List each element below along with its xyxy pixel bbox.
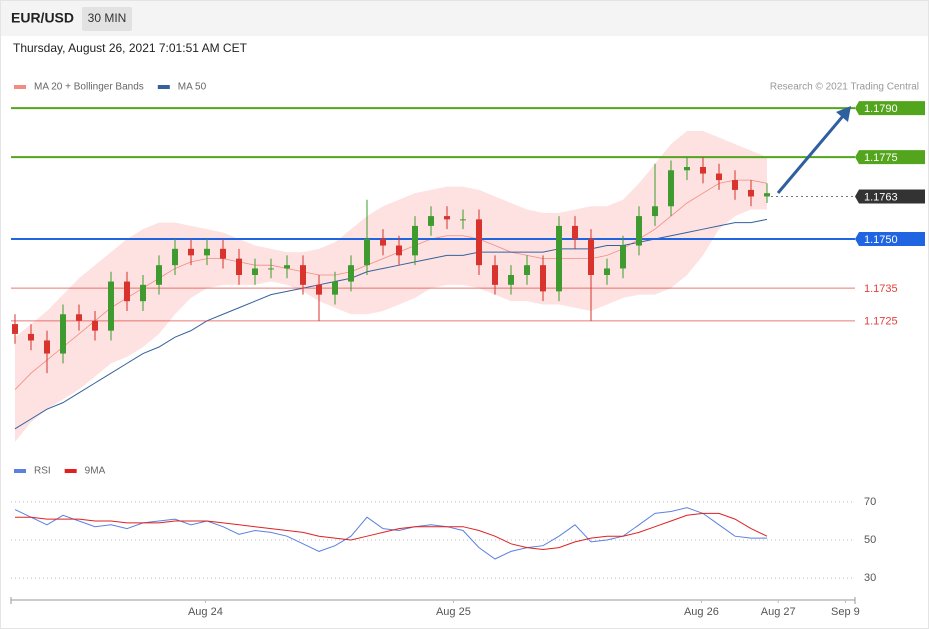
level-badge <box>855 150 925 165</box>
target-arrow <box>776 115 845 194</box>
candle-body <box>316 284 322 295</box>
price-panel: MA 20 + Bollinger Bands MA 50 1.1790 1.1775… <box>11 82 925 442</box>
timeframe-badge[interactable] <box>82 7 132 31</box>
level-label: 1.1790 <box>864 103 898 115</box>
legend-label: MA 50 <box>178 82 207 93</box>
y-tick-label: 30 <box>864 572 876 584</box>
x-tick-label: Aug 24 <box>188 606 223 618</box>
candle-body <box>12 324 18 334</box>
candle-body <box>268 268 274 270</box>
candle-body <box>460 219 466 221</box>
candle-body <box>44 340 50 354</box>
candle-body <box>732 180 738 190</box>
candle-body <box>124 281 130 302</box>
candle-body <box>396 245 402 256</box>
candle-body <box>204 248 210 256</box>
rsi-panel: RSI 9MA 30 50 70 Aug 24 Aug 25 Aug 26 Aug 27 Sep … <box>10 466 876 618</box>
timeframe[interactable]: 30 MIN <box>88 11 127 25</box>
candle-body <box>604 268 610 275</box>
x-tick-label: Aug 27 <box>761 606 796 618</box>
candle-body <box>572 225 578 239</box>
candle-body <box>92 320 98 331</box>
candle-body <box>492 265 498 285</box>
legend-swatch <box>64 469 77 473</box>
header-bar <box>1 1 928 36</box>
bollinger-band <box>15 131 767 442</box>
candle-body <box>652 206 658 217</box>
candle-body <box>668 170 674 207</box>
legend-label: MA 20 + Bollinger Bands <box>34 82 144 93</box>
candle-body <box>620 245 626 269</box>
symbol: EUR/USD <box>11 10 74 26</box>
candle-body <box>60 314 66 354</box>
candle-body <box>556 225 562 292</box>
candle-body <box>764 193 770 197</box>
legend-label: RSI <box>34 466 51 477</box>
x-tick-label: Aug 26 <box>684 606 719 618</box>
candle-body <box>236 258 242 275</box>
candle-body <box>28 333 34 341</box>
level-label: 1.1775 <box>864 152 898 164</box>
candle-body <box>76 314 82 321</box>
candle-body <box>172 248 178 266</box>
candle-body <box>588 239 594 275</box>
level-label: 1.1750 <box>864 234 898 246</box>
candle-body <box>188 248 194 256</box>
level-label: 1.1763 <box>864 191 898 203</box>
candle-body <box>364 239 370 266</box>
datetime: Thursday, August 26, 2021 7:01:51 AM CET <box>13 41 248 55</box>
candle-body <box>108 281 114 331</box>
y-tick-label: 70 <box>864 496 876 508</box>
candle-body <box>332 281 338 295</box>
candle-body <box>140 284 146 302</box>
candle-body <box>700 167 706 174</box>
level-badge <box>855 189 925 204</box>
rsi-line <box>14 507 767 560</box>
legend-swatch <box>14 85 26 89</box>
candle-body <box>252 268 258 275</box>
y-tick-label: 50 <box>864 534 876 546</box>
candle-body <box>508 275 514 285</box>
level-badge <box>855 232 925 246</box>
level-label: 1.1735 <box>864 283 898 295</box>
candle-body <box>684 167 690 171</box>
candle-body <box>412 225 418 256</box>
source: Research © 2021 Trading Central <box>770 82 919 93</box>
candle-body <box>636 216 642 246</box>
rsi-line <box>15 512 768 551</box>
candle-body <box>300 265 306 285</box>
level-label: 1.1725 <box>864 316 898 328</box>
candle-body <box>444 216 450 220</box>
candle-body <box>220 248 226 259</box>
level-badge <box>855 101 925 116</box>
legend-swatch <box>14 469 26 473</box>
candle-body <box>284 265 290 269</box>
candle-body <box>380 239 386 246</box>
x-tick-label: Sep 9 <box>831 606 860 618</box>
candle-body <box>748 189 754 197</box>
candle-body <box>716 173 722 181</box>
candle-body <box>428 216 434 226</box>
candle-body <box>540 265 546 292</box>
x-tick-label: Aug 25 <box>436 606 471 618</box>
target-arrowhead <box>836 106 851 122</box>
legend-swatch <box>157 85 170 89</box>
legend-label: 9MA <box>85 466 106 477</box>
candle-body <box>348 265 354 282</box>
candle-body <box>524 265 530 275</box>
candle-body <box>476 219 482 266</box>
candle-body <box>156 265 162 285</box>
